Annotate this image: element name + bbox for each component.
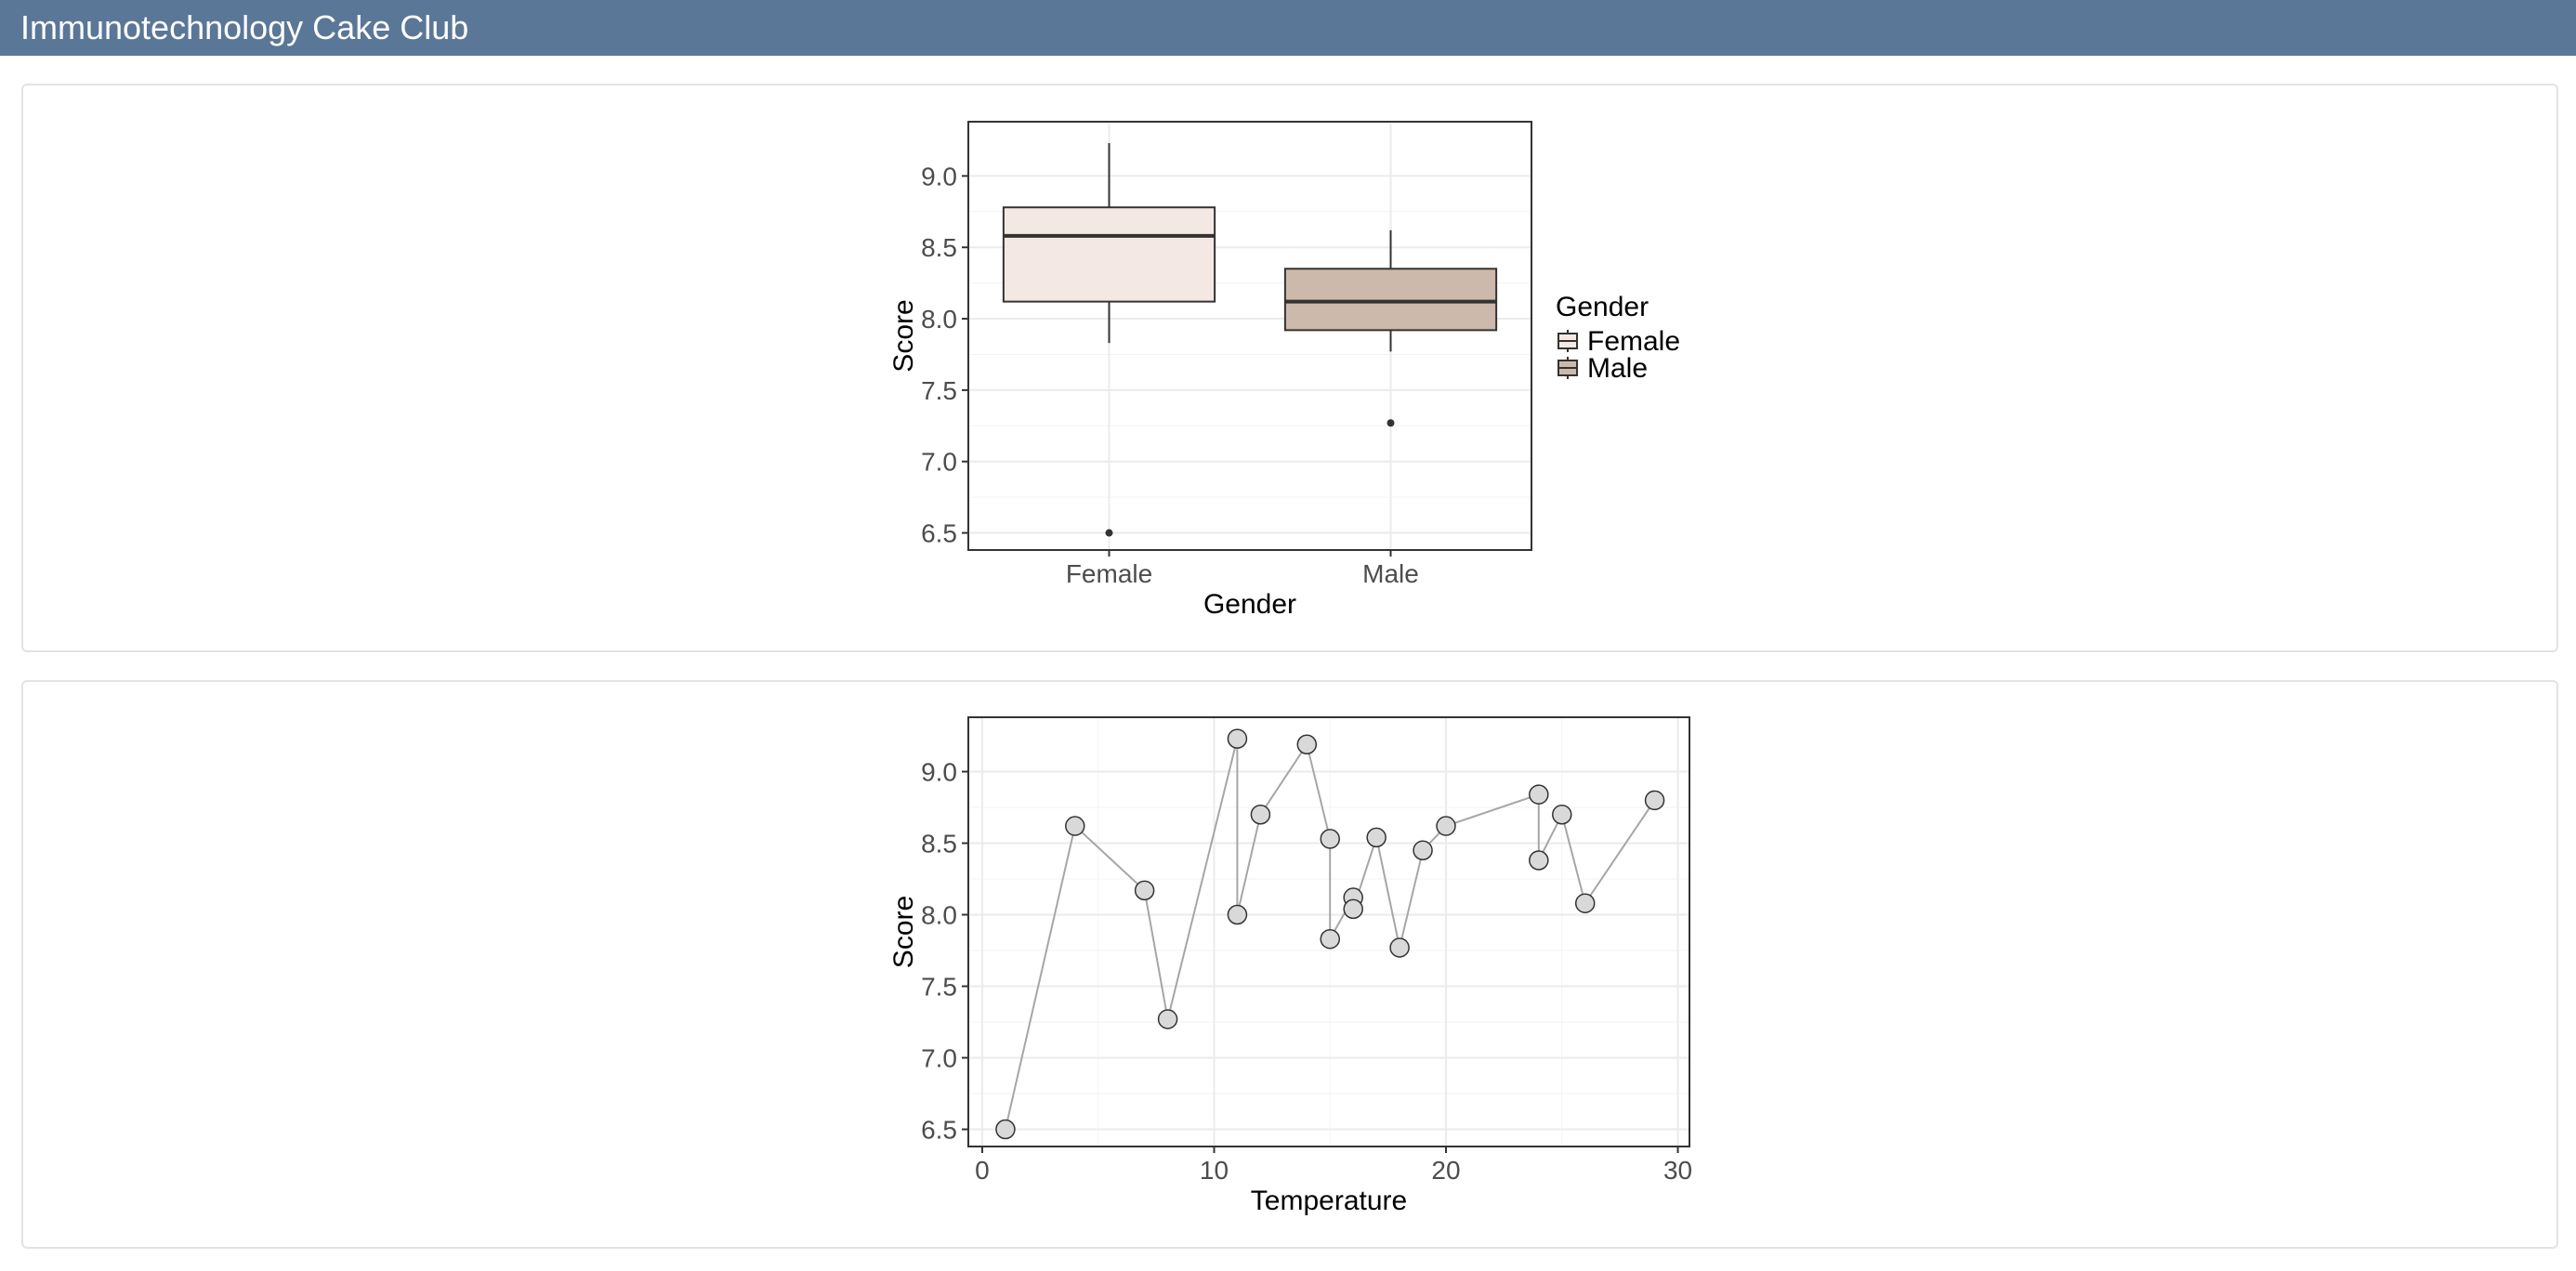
y-tick-label: 9.0 <box>921 162 957 190</box>
data-point <box>1343 898 1363 920</box>
y-axis-title: Score <box>888 299 919 372</box>
outlier-point <box>1105 529 1113 537</box>
legend-label: Male <box>1587 353 1648 384</box>
legend-label: Female <box>1587 326 1680 357</box>
outlier-point <box>1387 419 1395 427</box>
legend-key-male <box>1557 357 1578 379</box>
data-point <box>1574 893 1596 913</box>
data-point <box>1552 804 1572 825</box>
y-tick-label: 8.5 <box>921 233 957 262</box>
x-tick-label: Female <box>1066 559 1152 588</box>
y-tick-label: 6.5 <box>921 519 957 548</box>
data-point <box>995 1119 1016 1140</box>
plot-border <box>967 121 1532 551</box>
data-point <box>1366 827 1387 848</box>
x-axis-title: Temperature <box>1251 1186 1407 1216</box>
y-tick-label: 7.0 <box>921 448 957 477</box>
legend-key-female <box>1557 330 1578 352</box>
data-point <box>1157 1009 1178 1029</box>
x-tick-label: 20 <box>1431 1156 1460 1185</box>
data-point <box>1250 804 1271 825</box>
data-point <box>1296 734 1318 755</box>
data-point <box>1529 850 1549 871</box>
y-tick-label: 9.0 <box>921 758 957 787</box>
plot-border <box>967 716 1690 1147</box>
plot-background <box>968 122 1531 550</box>
y-tick-label: 7.5 <box>921 376 957 405</box>
data-point <box>1413 840 1433 860</box>
y-tick-label: 8.0 <box>921 305 957 334</box>
y-tick-label: 7.0 <box>921 1044 957 1073</box>
data-point <box>1389 937 1410 958</box>
data-point <box>1065 816 1085 836</box>
y-tick-label: 6.5 <box>921 1116 957 1145</box>
data-point <box>1227 904 1248 925</box>
x-axis-title: Gender <box>1203 589 1296 620</box>
x-tick-label: 10 <box>1200 1156 1229 1185</box>
data-point <box>1436 816 1456 836</box>
box-iqr <box>1283 268 1498 332</box>
box-iqr <box>1002 206 1216 303</box>
data-point <box>1134 880 1155 901</box>
box-male <box>1283 229 1498 427</box>
data-point <box>1644 790 1665 811</box>
app-title: Immunotechnology Cake Club <box>20 8 469 46</box>
data-point <box>1320 829 1340 849</box>
legend-title: Gender <box>1556 292 1649 322</box>
data-point <box>1320 928 1340 950</box>
navbar: Immunotechnology Cake Club <box>0 0 2576 56</box>
x-tick-label: Male <box>1362 559 1419 588</box>
data-point <box>1227 728 1248 749</box>
x-tick-label: 30 <box>1663 1156 1692 1185</box>
y-axis-title: Score <box>888 896 919 968</box>
x-tick-label: 0 <box>975 1156 990 1185</box>
data-point <box>1529 784 1549 805</box>
y-tick-label: 8.5 <box>921 830 957 858</box>
y-tick-label: 7.5 <box>921 973 957 1002</box>
y-tick-label: 8.0 <box>921 901 957 930</box>
box-female <box>1002 143 1216 537</box>
